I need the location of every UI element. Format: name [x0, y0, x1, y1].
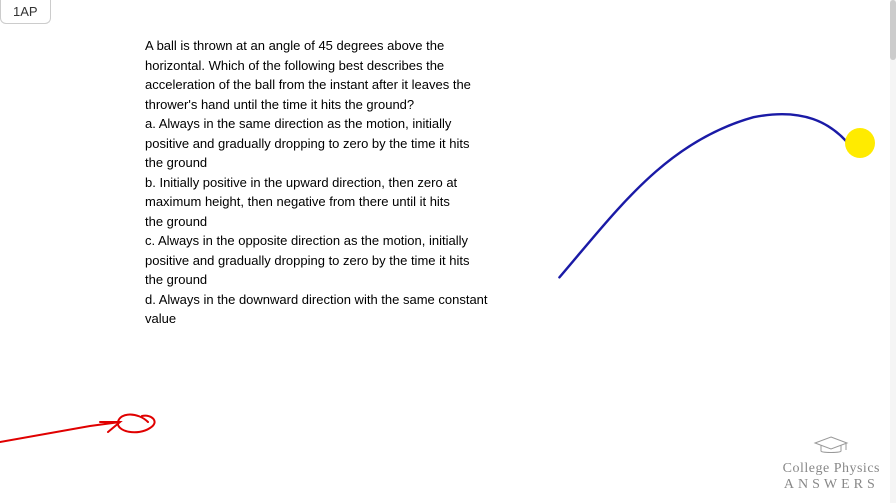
tab-label: 1AP	[13, 4, 38, 19]
scrollbar-thumb[interactable]	[890, 0, 896, 60]
graduation-cap-icon	[783, 435, 880, 461]
question-text-block: A ball is thrown at an angle of 45 degre…	[145, 36, 500, 329]
question-content: A ball is thrown at an angle of 45 degre…	[145, 36, 500, 329]
answer-circle	[118, 415, 155, 433]
ball-marker	[845, 128, 875, 158]
answer-annotation	[0, 404, 170, 454]
page-tab[interactable]: 1AP	[0, 0, 51, 24]
trajectory-path	[559, 114, 850, 277]
scrollbar-track	[890, 0, 896, 503]
trajectory-curve	[540, 90, 870, 290]
logo-line1: College Physics	[783, 461, 880, 477]
logo-line2: ANSWERS	[783, 477, 880, 493]
brand-logo: College Physics ANSWERS	[783, 435, 880, 493]
answer-arrow	[0, 422, 120, 442]
